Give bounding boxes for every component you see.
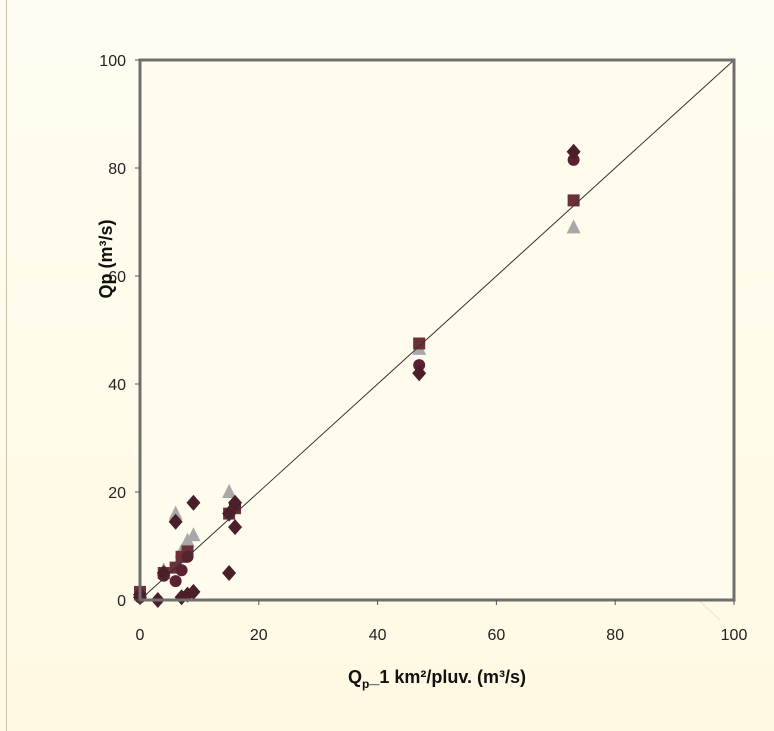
diamond-data-point bbox=[168, 513, 183, 530]
y-tick-label: 100 bbox=[99, 53, 126, 70]
y-tick-label: 0 bbox=[117, 593, 126, 610]
x-axis-title-subscript: p bbox=[362, 677, 369, 691]
square-data-point bbox=[567, 194, 580, 207]
diamond-data-point bbox=[566, 143, 581, 160]
x-tick-label: 40 bbox=[369, 627, 387, 644]
square-data-point bbox=[413, 337, 426, 350]
diamond-data-point bbox=[186, 583, 201, 600]
page-frame-border bbox=[6, 0, 7, 731]
triangle-data-point bbox=[168, 505, 183, 520]
circle-data-point bbox=[567, 153, 580, 166]
x-tick-label: 0 bbox=[136, 627, 145, 644]
triangle-data-point bbox=[222, 484, 237, 498]
x-tick-label: 100 bbox=[721, 627, 748, 644]
reference-line-1to1 bbox=[139, 59, 735, 601]
diamond-data-point bbox=[222, 565, 237, 581]
y-tick-label: 60 bbox=[108, 269, 126, 286]
diamond-data-point bbox=[412, 365, 427, 382]
diamond-data-point bbox=[228, 494, 243, 511]
circle-data-point bbox=[169, 575, 182, 588]
y-axis: 0 20 40 60 80 100 bbox=[99, 53, 140, 610]
x-axis-title: Qp_1 km²/pluv. (m³/s) bbox=[348, 667, 526, 691]
y-tick-label: 80 bbox=[108, 161, 126, 178]
y-tick-label: 20 bbox=[108, 485, 126, 502]
diamond-data-point bbox=[228, 519, 243, 536]
y-axis-title: Qp (m³/s) bbox=[96, 219, 116, 298]
x-tick-label: 80 bbox=[606, 627, 624, 644]
x-axis-title-main: Q bbox=[348, 667, 362, 687]
x-tick-label: 60 bbox=[488, 627, 506, 644]
circle-data-point bbox=[175, 564, 188, 577]
x-axis-title-rest: _1 km²/pluv. (m³/s) bbox=[368, 667, 526, 687]
plot-frame bbox=[138, 58, 736, 602]
x-axis: 0 20 40 60 80 100 bbox=[136, 600, 748, 644]
diamond-data-point bbox=[156, 565, 171, 581]
circle-data-point bbox=[413, 359, 426, 372]
triangle-data-point bbox=[566, 219, 581, 234]
y-tick-label: 40 bbox=[108, 377, 126, 394]
x-tick-label: 20 bbox=[250, 627, 268, 644]
diamond-data-point bbox=[186, 494, 201, 511]
diamond-data-point bbox=[222, 505, 237, 522]
triangle-data-point bbox=[186, 527, 201, 542]
